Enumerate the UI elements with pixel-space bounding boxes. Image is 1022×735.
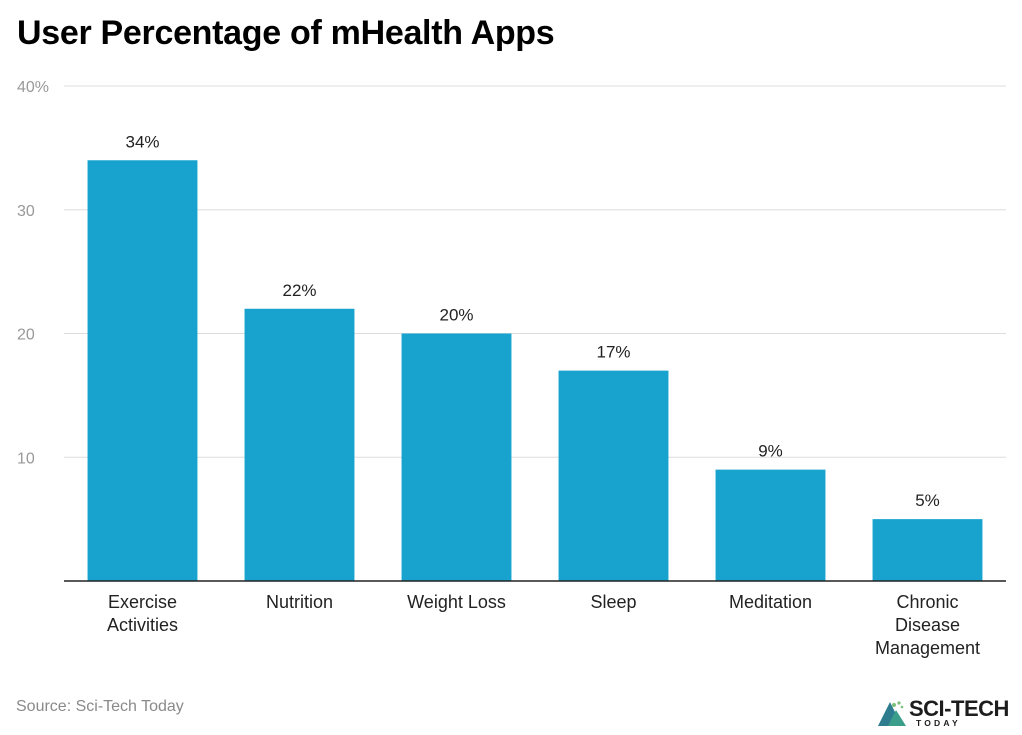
x-category-label-line: Disease [895, 615, 960, 635]
chart-title: User Percentage of mHealth Apps [17, 14, 555, 52]
gridlines [64, 85, 1006, 458]
bar [715, 469, 826, 581]
x-category-label-line: Sleep [590, 592, 636, 612]
bar-data-label: 9% [758, 442, 783, 461]
y-tick-label: 20 [17, 327, 35, 344]
x-category-label-line: Management [875, 638, 980, 658]
x-category-label: Chronic Disease Management [875, 592, 980, 658]
bar [244, 308, 355, 581]
bars [87, 160, 983, 581]
logo-mark-icon [878, 701, 906, 726]
y-tick-label: 10 [17, 450, 35, 467]
x-category-label-line: Meditation [729, 592, 812, 612]
x-category-label: Sleep [590, 592, 636, 612]
bar-data-label: 22% [282, 281, 316, 300]
x-category-label-line: Activities [107, 615, 178, 635]
data-labels: 34% 22% 20% 17% 9% 5% [125, 132, 939, 510]
logo-subtitle: TODAY [916, 718, 961, 728]
bar [558, 370, 669, 581]
x-category-label-line: Chronic [896, 592, 958, 612]
category-labels: Exercise Activities Nutrition Weight Loss Sl… [107, 592, 980, 658]
bar [872, 519, 983, 581]
bar-data-label: 34% [125, 132, 159, 151]
bar [87, 160, 198, 581]
logo-name: SCI-TECH [909, 696, 1009, 721]
x-category-label: Exercise Activities [107, 592, 178, 635]
bar-data-label: 5% [915, 491, 940, 510]
x-category-label: Meditation [729, 592, 812, 612]
x-category-label-line: Exercise [108, 592, 177, 612]
y-tick-label: 40% [17, 79, 49, 96]
bar-data-label: 17% [596, 343, 630, 362]
y-axis-ticks: 10 20 30 40% [17, 79, 49, 467]
x-category-label: Nutrition [266, 592, 333, 612]
x-category-label-line: Nutrition [266, 592, 333, 612]
sci-tech-today-logo[interactable]: SCI-TECH TODAY [876, 696, 1018, 730]
source-note: Source: Sci-Tech Today [16, 698, 184, 715]
x-category-label-line: Weight Loss [407, 592, 506, 612]
x-category-label: Weight Loss [407, 592, 506, 612]
bar [401, 333, 512, 581]
bar-data-label: 20% [439, 306, 473, 325]
bar-chart: 10 20 30 40% 34% 22% 20% 17% 9% 5% Exercise Activ… [17, 79, 1006, 658]
y-tick-label: 30 [17, 203, 35, 220]
